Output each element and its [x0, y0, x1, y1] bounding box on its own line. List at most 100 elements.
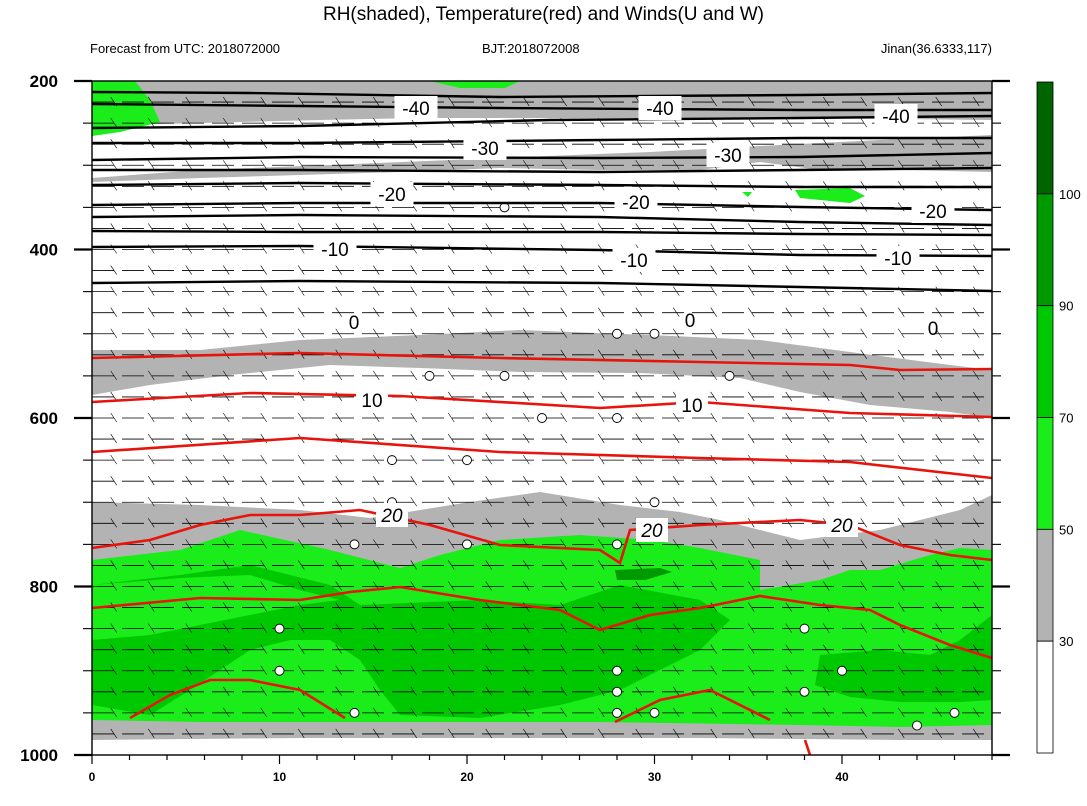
wind-barb	[148, 560, 155, 570]
wind-barb	[485, 370, 492, 381]
contour-label: 20	[380, 506, 403, 527]
wind-barb	[148, 728, 155, 739]
wind-barb	[298, 307, 305, 317]
wind-barb	[860, 370, 867, 381]
wind-barb	[373, 265, 380, 275]
wind-barb	[448, 286, 455, 296]
wind-barb	[523, 644, 530, 654]
forecast-init-label: Forecast from UTC: 2018072000	[90, 41, 281, 56]
colorbar-swatch	[1036, 417, 1054, 530]
wind-barb	[298, 96, 305, 107]
calm-wind-marker	[799, 686, 810, 697]
wind-barb	[560, 497, 567, 507]
contour-label: -30	[471, 139, 498, 160]
wind-barb	[410, 160, 417, 170]
wind-barb	[185, 707, 192, 718]
wind-barb	[485, 644, 492, 654]
wind-barb	[523, 454, 530, 465]
wind-barb	[260, 686, 267, 696]
wind-barb	[110, 560, 117, 570]
colorbar-swatch	[1036, 193, 1054, 307]
wind-barb	[373, 539, 380, 549]
wind-barb	[635, 370, 642, 381]
contour-label: -20	[919, 202, 946, 223]
calm-wind-marker	[612, 686, 622, 697]
wind-barb	[898, 391, 905, 402]
wind-barb	[785, 686, 792, 696]
colorbar-swatch	[1036, 640, 1054, 754]
wind-barb	[635, 623, 642, 633]
temperature-contour-line	[92, 166, 992, 174]
wind-barb	[823, 707, 830, 718]
wind-barb	[710, 476, 717, 486]
wind-barb	[185, 433, 192, 444]
wind-barb	[560, 686, 567, 696]
wind-barb	[110, 265, 117, 275]
temperature-contour-line	[129, 678, 346, 720]
wind-barb	[560, 160, 567, 170]
wind-barb	[335, 476, 342, 486]
wind-barb	[898, 581, 905, 591]
wind-barb	[185, 623, 192, 633]
wind-barb	[898, 497, 905, 507]
temperature-contour-line	[92, 136, 992, 145]
wind-barb	[335, 328, 342, 338]
wind-barb	[673, 665, 680, 675]
wind-barb	[898, 139, 905, 149]
wind-barb	[485, 391, 492, 402]
wind-barb	[973, 244, 980, 254]
wind-barb	[335, 497, 342, 507]
wind-barb	[935, 665, 942, 675]
wind-barb	[973, 686, 980, 696]
wind-barb	[860, 644, 867, 654]
contour-label: -10	[620, 251, 647, 272]
wind-barb	[935, 602, 942, 612]
rh-region	[615, 568, 672, 580]
wind-barb	[110, 728, 117, 739]
wind-barb	[523, 581, 530, 591]
colorbar-swatch	[1036, 81, 1054, 195]
wind-barb	[448, 581, 455, 591]
wind-barb	[260, 602, 267, 612]
wind-barb	[598, 581, 605, 591]
wind-barb	[448, 370, 455, 381]
contour-label: -10	[884, 249, 911, 270]
wind-barb	[223, 370, 230, 381]
contour-label: -40	[646, 99, 673, 120]
colorbar-label: 90	[1059, 299, 1073, 314]
wind-barb	[523, 497, 530, 507]
contour-label-bg	[636, 518, 668, 542]
wind-barb	[260, 412, 267, 423]
wind-barb	[185, 665, 192, 675]
contour-label: -20	[622, 193, 649, 214]
wind-barb	[223, 686, 230, 696]
colorbar-swatch	[1036, 528, 1054, 642]
wind-barb	[485, 728, 492, 739]
colorbar-label: 70	[1059, 411, 1073, 426]
wind-barb	[860, 223, 867, 233]
wind-barb	[673, 476, 680, 486]
wind-barb	[410, 139, 417, 149]
wind-barb	[748, 476, 755, 486]
wind-barb	[635, 665, 642, 675]
wind-barb	[935, 433, 942, 444]
y-tick-label: 200	[30, 72, 58, 91]
wind-barb	[673, 644, 680, 654]
wind-barb	[448, 644, 455, 654]
wind-barb	[785, 539, 792, 549]
wind-barb	[185, 181, 192, 191]
wind-barb	[448, 181, 455, 191]
wind-barb	[298, 602, 305, 612]
wind-barb	[860, 518, 867, 528]
wind-barb	[485, 476, 492, 486]
wind-barb	[260, 307, 267, 317]
valid-time-label: BJT:2018072008	[482, 41, 580, 56]
wind-barb	[298, 665, 305, 675]
wind-barb	[223, 307, 230, 317]
contour-label: -20	[378, 185, 405, 206]
wind-barb	[635, 307, 642, 317]
wind-barb	[823, 560, 830, 570]
wind-barb	[110, 707, 117, 718]
wind-barb	[973, 644, 980, 654]
wind-barb	[748, 139, 755, 149]
